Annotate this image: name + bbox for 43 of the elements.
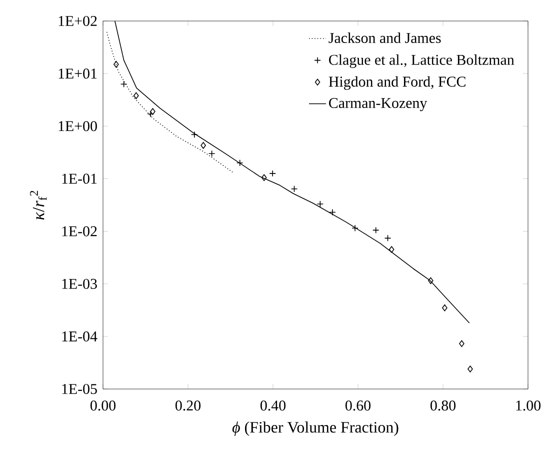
y-tick-label: 1E+02	[58, 16, 97, 26]
x-tick-label: 0.80	[430, 400, 456, 411]
point	[208, 150, 216, 158]
legend-label: Clague et al., Lattice Boltzman	[329, 54, 514, 68]
point	[329, 208, 336, 216]
point	[388, 246, 394, 253]
point	[269, 170, 276, 177]
point	[114, 60, 119, 68]
y-tick-label: 1E-02	[62, 226, 97, 236]
x-axis-title: ϕ (Fiber Volume Fraction)	[232, 421, 398, 436]
x-tick-label: 0.20	[175, 400, 201, 411]
legend-label: Jackson and James	[328, 32, 441, 44]
point	[261, 174, 267, 181]
point	[316, 200, 324, 208]
legend-label: Carman-Kozeny	[329, 98, 428, 112]
legend-label: Higdon and Ford, FCC	[328, 76, 466, 90]
point	[190, 131, 198, 138]
y-axis-title: κ/r$_{f}$2	[30, 190, 47, 220]
y-tick-label: 1E-05	[62, 384, 97, 394]
line-series	[106, 32, 234, 174]
x-tick-label: 1.00	[516, 400, 541, 411]
point	[384, 234, 392, 242]
point	[147, 110, 154, 118]
point	[200, 142, 206, 149]
x-tick-label: 0.40	[260, 400, 286, 411]
y-tick-label: 1E-04	[62, 331, 98, 342]
point	[150, 108, 156, 115]
point	[442, 304, 448, 312]
point	[428, 277, 434, 284]
y-tick-label: 1E+00	[58, 121, 97, 132]
point	[459, 340, 464, 348]
y-tick-label: 1E+01	[58, 68, 97, 79]
x-tick-label: 0.00	[90, 400, 116, 411]
point	[236, 160, 244, 166]
x-tick-label: 0.60	[345, 400, 371, 411]
point	[372, 226, 380, 234]
point	[134, 92, 139, 100]
point	[120, 80, 128, 88]
point	[352, 224, 358, 232]
point	[468, 366, 473, 372]
y-tick-label: 1E-01	[62, 174, 97, 184]
point	[290, 186, 298, 192]
y-tick-label: 1E-03	[62, 278, 97, 289]
